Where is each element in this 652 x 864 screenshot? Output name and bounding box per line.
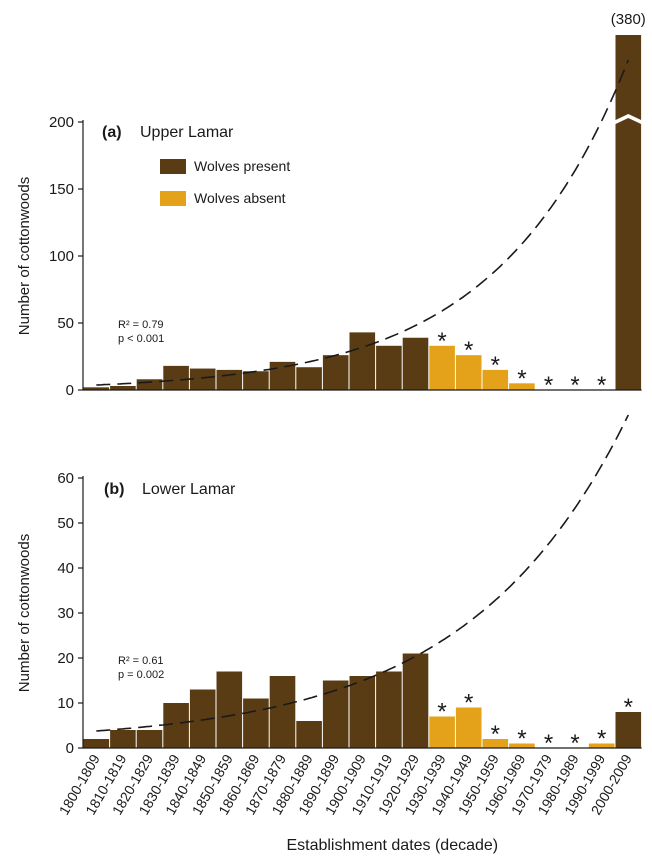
significance-asterisk: * [597, 726, 606, 753]
significance-asterisk: * [437, 699, 446, 726]
bar-1920-1929 [402, 653, 429, 748]
bar-1840-1849 [189, 368, 216, 390]
panel-title: Upper Lamar [140, 124, 234, 141]
significance-asterisk: * [464, 337, 473, 364]
y-tick-label: 150 [49, 181, 74, 198]
bar-1950-1959 [482, 739, 509, 748]
bar-1810-1819 [110, 385, 136, 390]
bar-1960-1969 [509, 383, 535, 390]
r-squared-text: R² = 0.61 [118, 655, 164, 667]
bar-1870-1879 [269, 676, 296, 748]
p-value-text: p = 0.002 [118, 669, 164, 681]
bar-1830-1839 [163, 703, 189, 748]
legend-label-absent: Wolves absent [194, 190, 286, 206]
significance-asterisk: * [544, 372, 553, 399]
y-tick-label: 50 [57, 315, 74, 332]
bar-1820-1829 [136, 379, 163, 390]
bar-1870-1879 [269, 361, 296, 390]
y-axis-label: Number of cottonwoods [16, 534, 33, 692]
bar-1910-1919 [376, 671, 402, 748]
bar-2000-2009 [615, 35, 642, 390]
significance-asterisk: * [570, 372, 579, 399]
y-tick-label: 0 [66, 382, 74, 399]
bar-1860-1869 [243, 698, 269, 748]
significance-asterisk: * [544, 730, 553, 757]
fit-curve [96, 414, 630, 732]
panel-label: (b) [104, 481, 124, 498]
bar-2000-2009 [615, 712, 642, 748]
r-squared-text: R² = 0.79 [118, 319, 164, 331]
bar-1940-1949 [455, 707, 482, 748]
bar-1990-1999 [588, 743, 615, 748]
significance-asterisk: * [517, 365, 526, 392]
panel-title: Lower Lamar [142, 481, 236, 498]
bar-1800-1809 [83, 739, 110, 748]
bar-1900-1909 [349, 676, 376, 748]
bar-1850-1859 [216, 671, 243, 748]
bar-1950-1959 [482, 369, 509, 390]
y-axis-label: Number of cottonwoods [16, 177, 33, 335]
y-tick-label: 100 [49, 248, 74, 265]
bar-1880-1889 [296, 367, 322, 390]
bar-1940-1949 [455, 355, 482, 390]
significance-asterisk: * [517, 726, 526, 753]
bar-1800-1809 [83, 387, 110, 390]
y-tick-label: 10 [57, 695, 74, 712]
bar-1830-1839 [163, 365, 189, 390]
significance-asterisk: * [437, 328, 446, 355]
legend-swatch-absent [160, 191, 186, 206]
significance-asterisk: * [570, 730, 579, 757]
bar-1910-1919 [376, 345, 402, 390]
bar-1820-1829 [136, 730, 163, 748]
significance-asterisk: * [491, 352, 500, 379]
significance-asterisk: * [491, 721, 500, 748]
bar-1890-1899 [322, 355, 349, 390]
p-value-text: p < 0.001 [118, 333, 164, 345]
bar-1860-1869 [243, 371, 269, 390]
fit-curve [96, 59, 630, 386]
bar-1890-1899 [322, 680, 349, 748]
bar-1960-1969 [509, 743, 535, 748]
significance-asterisk: * [624, 694, 633, 721]
y-tick-label: 30 [57, 605, 74, 622]
y-tick-label: 60 [57, 470, 74, 487]
bar-1920-1929 [402, 337, 429, 390]
bar-1880-1889 [296, 721, 322, 748]
bar-1900-1909 [349, 332, 376, 390]
chart-panel-b: * * * * * * * * 0 10 20 30 40 50 60 Number of cottonwoo… [16, 414, 642, 757]
x-axis-label: Establishment dates (decade) [286, 837, 498, 854]
panel-label: (a) [102, 124, 122, 141]
significance-asterisk: * [597, 372, 606, 399]
legend-swatch-present [160, 159, 186, 174]
bar-1930-1939 [429, 345, 455, 390]
bar-1930-1939 [429, 716, 455, 748]
significance-asterisk: * [464, 690, 473, 717]
y-tick-label: 200 [49, 114, 74, 131]
y-tick-label: 40 [57, 560, 74, 577]
y-tick-label: 0 [66, 740, 74, 757]
y-tick-label: 20 [57, 650, 74, 667]
bar-1850-1859 [216, 369, 243, 390]
chart-panel-a: (380) * * * * * * * 0 50 100 150 200 Number of cotton… [16, 11, 646, 399]
bar-1810-1819 [110, 730, 136, 748]
bar-break-label: (380) [611, 11, 646, 28]
legend-label-present: Wolves present [194, 158, 290, 174]
y-tick-label: 50 [57, 515, 74, 532]
axis-break-mark [613, 114, 644, 125]
